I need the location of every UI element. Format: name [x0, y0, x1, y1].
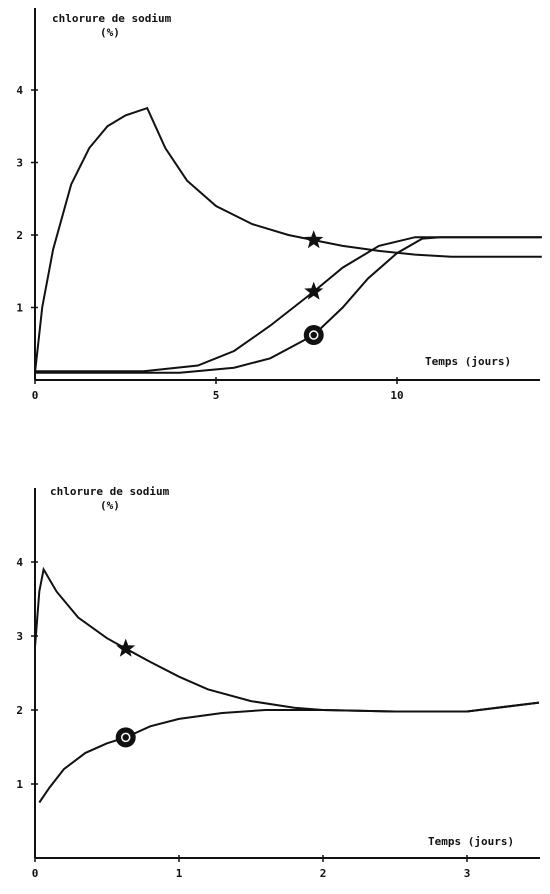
series-line [34, 566, 540, 713]
y-tick-label: 1 [16, 778, 23, 791]
chart-2-ylabel-line2: (%) [100, 499, 120, 512]
y-tick-label: 4 [16, 84, 23, 97]
x-tick-label: 0 [32, 867, 39, 880]
y-tick-label: 3 [16, 157, 23, 170]
chart-2-ylabel-line1: chlorure de sodium [50, 485, 170, 498]
y-tick-label: 2 [16, 229, 23, 242]
circle-marker [115, 727, 136, 748]
y-tick-label: 3 [16, 630, 23, 643]
chart-2-series [34, 566, 540, 804]
circle-marker [303, 325, 324, 346]
x-tick-label: 5 [213, 389, 220, 402]
star-marker [304, 281, 324, 300]
star-marker [304, 230, 324, 249]
star-marker [116, 638, 136, 657]
series-line [38, 701, 540, 804]
y-tick-label: 1 [16, 302, 23, 315]
x-tick-label: 2 [320, 867, 327, 880]
chart-1-xlabel: Temps (jours) [425, 355, 511, 368]
series-line [34, 106, 542, 373]
y-tick-label: 2 [16, 704, 23, 717]
y-tick-label: 4 [16, 556, 23, 569]
series-line [35, 236, 542, 374]
x-tick-label: 0 [32, 389, 39, 402]
circle-marker-inner [120, 732, 131, 743]
circle-marker-inner [308, 330, 319, 340]
chart-1-ylabel-line1: chlorure de sodium [52, 12, 172, 25]
chart-2-xlabel: Temps (jours) [428, 835, 514, 848]
chart-1-axes: 1 2 3 4 0 5 10 [16, 8, 540, 402]
x-tick-label: 1 [176, 867, 183, 880]
chart-2: chlorure de sodium (%) Temps (jours) 1 2 3… [16, 485, 540, 880]
chart-2-axes: 1 2 3 4 0 1 2 3 [16, 488, 540, 880]
x-tick-label: 10 [390, 389, 403, 402]
chart-1-series [34, 106, 542, 374]
chart-1: chlorure de sodium (%) Temps (jours) 1 2 3… [16, 8, 542, 402]
chart-1-ylabel-line2: (%) [100, 26, 120, 39]
x-tick-label: 3 [464, 867, 471, 880]
